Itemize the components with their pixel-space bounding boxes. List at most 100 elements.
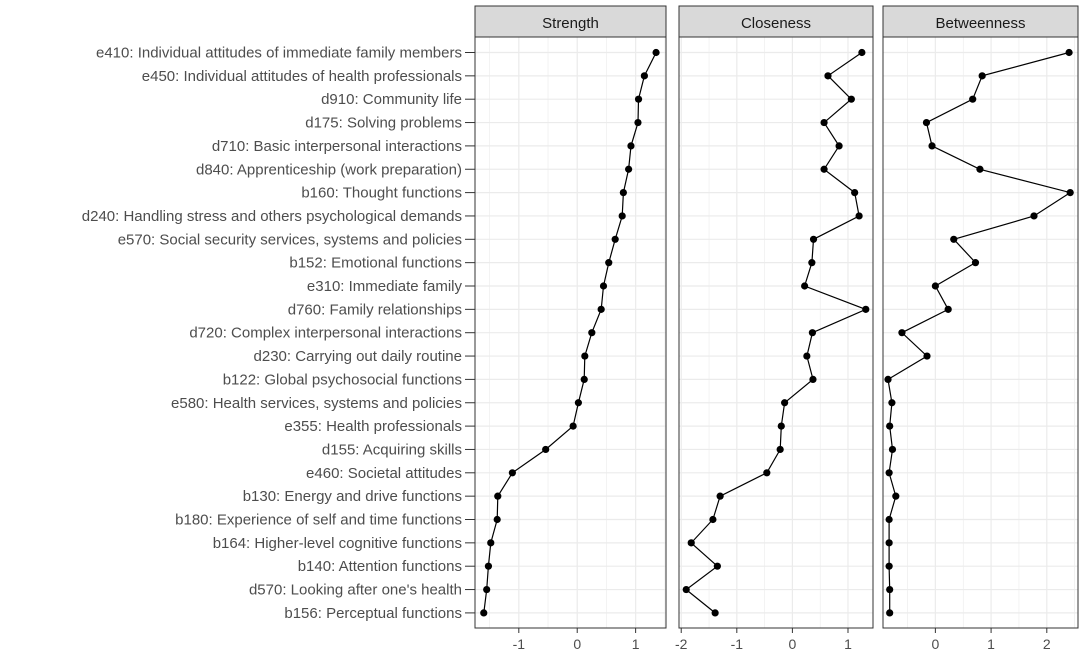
panel-border-betweenness [882, 36, 1079, 629]
row-label-b152: b152: Emotional functions [289, 255, 462, 272]
point-strength-e410 [652, 48, 660, 57]
row-label-d840: d840: Apprenticeship (work preparation) [196, 161, 462, 178]
row-label-d240: d240: Handling stress and others psychol… [82, 208, 462, 225]
point-strength-b140 [484, 562, 493, 570]
point-strength-d710 [627, 142, 635, 150]
point-closeness-b164 [687, 539, 695, 547]
row-label-d175: d175: Solving problems [305, 115, 462, 132]
point-closeness-d720 [808, 329, 817, 337]
point-closeness-e410 [858, 48, 866, 57]
point-closeness-b140 [713, 562, 721, 570]
x-tick-label-closeness: -1 [731, 636, 744, 652]
row-label-d910: d910: Community life [321, 91, 462, 108]
row-label-e355: e355: Health professionals [284, 418, 462, 435]
point-betweenness-b164 [885, 539, 893, 547]
point-strength-e310 [599, 282, 608, 290]
row-label-e570: e570: Social security services, systems … [118, 231, 462, 248]
row-label-d720: d720: Complex interpersonal interactions [189, 325, 462, 342]
point-betweenness-d710 [928, 142, 936, 150]
row-label-b164: b164: Higher-level cognitive functions [213, 535, 462, 552]
point-betweenness-e310 [931, 282, 939, 290]
point-betweenness-d910 [969, 95, 977, 103]
x-tick-label-strength: -1 [513, 636, 526, 652]
point-closeness-b130 [716, 492, 724, 500]
point-closeness-e355 [777, 422, 785, 430]
row-label-e410: e410: Individual attitudes of immediate … [96, 45, 462, 62]
point-closeness-b160 [851, 189, 859, 197]
x-tick-label-betweenness: 0 [931, 636, 939, 652]
row-label-d760: d760: Family relationships [288, 301, 462, 318]
point-closeness-e450 [824, 72, 832, 80]
point-closeness-d230 [803, 352, 811, 360]
point-closeness-d155 [776, 445, 784, 454]
point-strength-d240 [618, 212, 626, 220]
point-strength-e570 [611, 235, 619, 243]
point-betweenness-e410 [1065, 48, 1073, 57]
point-closeness-e310 [801, 282, 809, 290]
point-betweenness-d840 [976, 165, 984, 173]
point-strength-b160 [619, 189, 627, 197]
point-betweenness-d720 [898, 329, 906, 337]
strip-label-closeness: Closeness [741, 15, 811, 32]
point-betweenness-e355 [886, 422, 894, 430]
point-betweenness-e460 [885, 469, 893, 477]
point-strength-d720 [588, 329, 596, 337]
point-strength-d175 [634, 118, 642, 127]
point-betweenness-d230 [923, 352, 931, 360]
point-betweenness-d175 [922, 118, 931, 127]
point-betweenness-d570 [886, 585, 894, 594]
point-strength-e460 [508, 469, 516, 477]
point-strength-e355 [569, 422, 577, 430]
point-betweenness-b122 [884, 375, 892, 383]
row-label-d710: d710: Basic interpersonal interactions [212, 138, 462, 155]
row-label-b122: b122: Global psychosocial functions [223, 371, 462, 388]
strip-label-strength: Strength [542, 15, 599, 32]
point-strength-e580 [574, 399, 582, 407]
row-label-e450: e450: Individual attitudes of health pro… [142, 68, 462, 85]
point-betweenness-b140 [885, 562, 893, 570]
point-betweenness-e580 [888, 399, 896, 407]
point-betweenness-b180 [885, 515, 893, 524]
point-betweenness-b160 [1066, 189, 1074, 197]
row-label-b160: b160: Thought functions [301, 185, 462, 202]
point-betweenness-d240 [1030, 212, 1038, 220]
point-strength-d230 [581, 352, 589, 360]
point-strength-e450 [640, 72, 648, 80]
row-label-b180: b180: Experience of self and time functi… [175, 512, 462, 529]
point-betweenness-b156 [886, 609, 894, 617]
point-closeness-d175 [820, 118, 828, 127]
point-betweenness-e450 [978, 72, 986, 80]
point-betweenness-d155 [888, 445, 897, 454]
point-strength-d910 [634, 95, 643, 103]
x-tick-label-betweenness: 1 [987, 636, 995, 652]
panel-border-strength [474, 36, 667, 629]
point-closeness-d840 [820, 165, 828, 173]
point-strength-d155 [542, 445, 550, 454]
point-closeness-d570 [682, 585, 690, 594]
panel-border-closeness [678, 36, 874, 629]
row-label-e310: e310: Immediate family [307, 278, 463, 295]
point-strength-b122 [580, 375, 588, 383]
row-label-e580: e580: Health services, systems and polic… [171, 395, 462, 412]
point-closeness-b122 [809, 375, 817, 383]
point-strength-b156 [480, 609, 488, 617]
point-closeness-e570 [809, 235, 818, 243]
point-betweenness-d760 [944, 305, 952, 313]
point-closeness-b156 [711, 609, 719, 617]
row-label-d570: d570: Looking after one's health [249, 582, 462, 599]
point-strength-b152 [605, 259, 613, 267]
point-closeness-b180 [709, 515, 717, 524]
row-label-e460: e460: Societal attitudes [306, 465, 462, 482]
row-label-d155: d155: Acquiring skills [322, 441, 462, 458]
point-strength-b164 [487, 539, 495, 547]
x-tick-label-closeness: 1 [844, 636, 852, 652]
strip-strength [474, 5, 667, 38]
strip-closeness [678, 5, 874, 38]
x-tick-label-closeness: -2 [675, 636, 688, 652]
strip-label-betweenness: Betweenness [935, 15, 1025, 32]
point-closeness-b152 [808, 259, 816, 267]
point-strength-b130 [494, 492, 502, 500]
point-betweenness-b152 [971, 259, 980, 267]
x-tick-label-strength: 0 [573, 636, 581, 652]
